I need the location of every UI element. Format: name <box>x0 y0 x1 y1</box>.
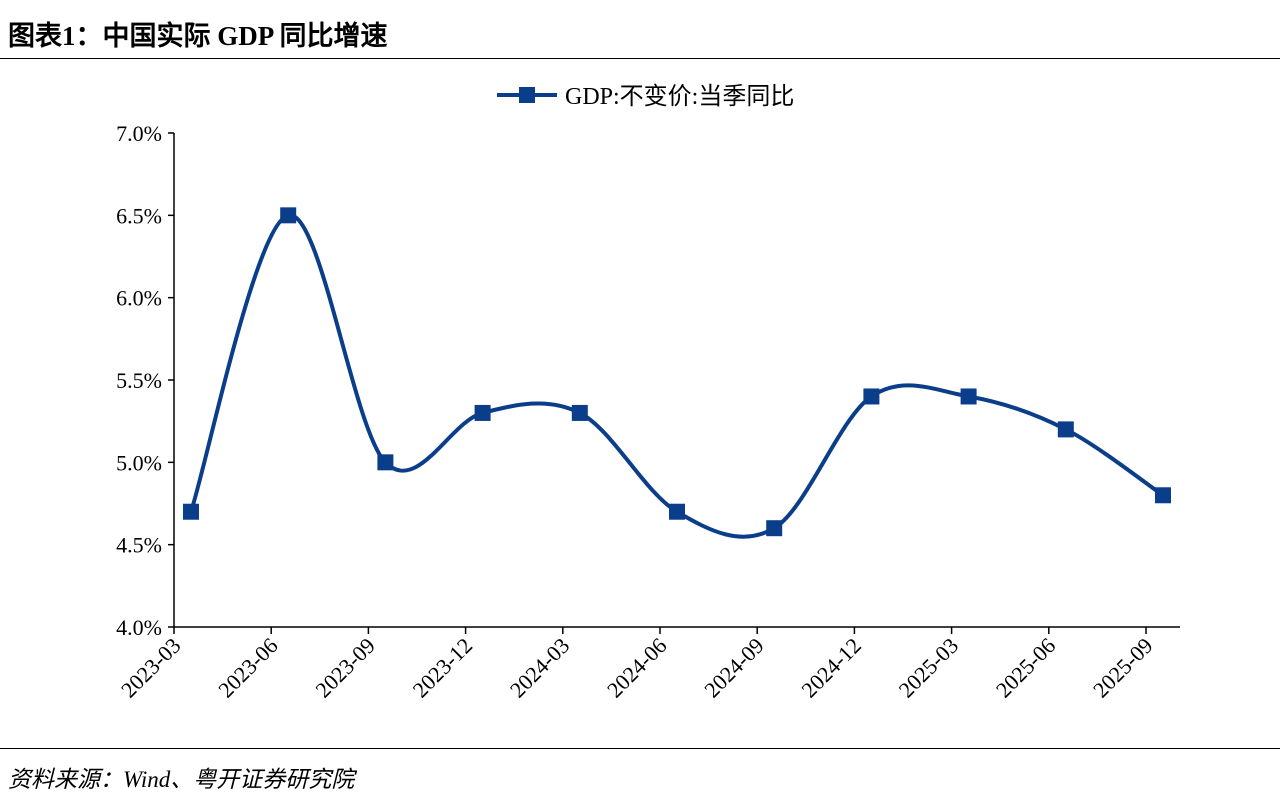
data-point-marker <box>571 404 588 421</box>
legend-marker <box>519 87 535 103</box>
x-tick-label: 2023-06 <box>213 633 283 703</box>
x-tick-label: 2024-03 <box>505 633 575 703</box>
footer-divider <box>0 748 1280 749</box>
x-tick-label: 2023-12 <box>408 633 478 703</box>
y-tick-label: 5.0% <box>116 450 162 475</box>
data-point-marker <box>280 207 297 224</box>
data-point-marker <box>960 388 977 405</box>
x-tick-label: 2024-12 <box>796 633 866 703</box>
x-tick-label: 2023-03 <box>116 633 186 703</box>
x-tick-label: 2025-03 <box>894 633 964 703</box>
y-tick-label: 4.5% <box>116 533 162 558</box>
x-tick-label: 2025-09 <box>1088 633 1158 703</box>
data-point-marker <box>863 388 880 405</box>
data-point-marker <box>669 503 685 520</box>
x-tick-label: 2024-09 <box>699 633 769 703</box>
source-note: 资料来源：Wind、粤开证券研究院 <box>8 767 355 792</box>
data-point-marker <box>183 503 199 520</box>
chart-title: 图表1：中国实际 GDP 同比增速 <box>8 21 388 51</box>
data-point-marker <box>474 404 491 421</box>
y-tick-label: 4.0% <box>116 615 162 640</box>
y-tick-label: 7.0% <box>116 121 162 146</box>
data-point-marker <box>377 454 394 471</box>
data-point-marker <box>1057 421 1074 438</box>
data-point-marker <box>1155 487 1171 504</box>
x-tick-label: 2023-09 <box>310 633 380 703</box>
title-divider <box>0 58 1280 59</box>
y-tick-label: 6.0% <box>116 286 162 311</box>
legend-label: GDP:不变价:当季同比 <box>565 83 794 110</box>
x-tick-label: 2024-06 <box>602 633 672 703</box>
x-tick-label: 2025-06 <box>991 633 1061 703</box>
y-tick-label: 6.5% <box>116 203 162 228</box>
series-line <box>189 213 1165 539</box>
y-tick-label: 5.5% <box>116 368 162 393</box>
data-point-marker <box>766 520 783 537</box>
legend: GDP:不变价:当季同比 <box>497 83 794 110</box>
